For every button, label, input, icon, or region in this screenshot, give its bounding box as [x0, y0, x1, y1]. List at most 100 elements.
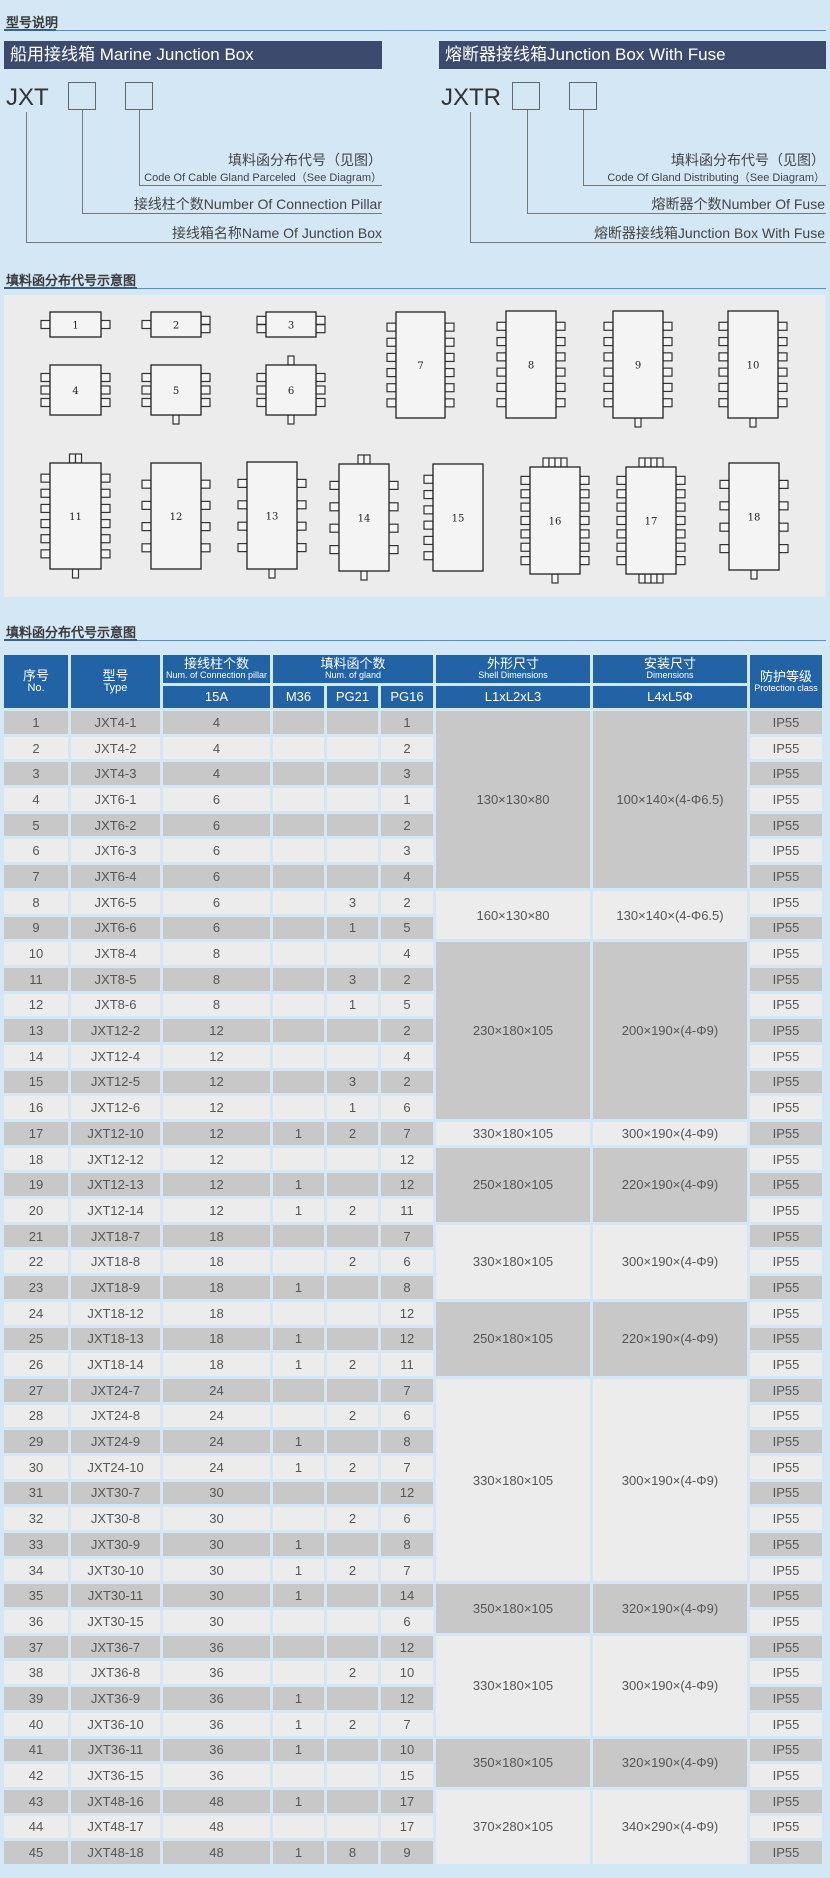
cell-protection: IP55 [750, 1610, 822, 1633]
junction-box-code: 5 [173, 386, 179, 397]
table-row: 44 JXT48-17 48 17 IP55 [4, 1815, 822, 1839]
cell-pg16: 14 [381, 1584, 433, 1608]
gland-port [520, 542, 531, 552]
cell-protection: IP55 [750, 711, 822, 734]
gland-port [100, 372, 111, 383]
junction-box-outline [265, 311, 317, 338]
gland-port [444, 367, 455, 378]
cell-pg16: 7 [381, 1455, 433, 1479]
cell-protection: IP55 [750, 1327, 822, 1351]
cell-pg16: 12 [381, 1301, 433, 1325]
cell-pg21 [327, 1815, 378, 1839]
junction-box-outline [612, 310, 664, 419]
cell-pg21: 2 [327, 1558, 378, 1582]
gland-port [100, 534, 111, 544]
gland-port [237, 500, 248, 510]
junction-box-code: 13 [266, 512, 279, 523]
cell-type: JXT18-8 [71, 1250, 160, 1274]
gland-port [386, 367, 397, 378]
gland-port [496, 367, 507, 377]
cell-pg16: 3 [381, 839, 433, 863]
cell-no: 30 [4, 1455, 68, 1479]
cell-pg21: 3 [327, 1070, 378, 1094]
junction-box-code: 1 [72, 321, 78, 332]
cell-m36 [273, 788, 324, 811]
cell-15a: 8 [163, 967, 270, 991]
cell-15a: 48 [163, 1815, 270, 1839]
gland-port [777, 352, 788, 362]
cell-type: JXT24-8 [71, 1404, 160, 1428]
cell-pg21 [327, 1687, 378, 1710]
gland-port [444, 398, 455, 408]
gland-port [719, 522, 730, 532]
cell-no: 41 [4, 1738, 68, 1762]
cell-type: JXT36-11 [71, 1738, 160, 1762]
gland-port [718, 367, 729, 377]
table-row: 15 JXT12-5 12 3 2 IP55 [4, 1070, 822, 1094]
gland-port [718, 352, 729, 362]
cell-shell-dimensions: 130×130×80 [436, 711, 590, 888]
cell-15a: 6 [163, 916, 270, 940]
gland-port [548, 457, 556, 468]
cell-type: JXT48-17 [71, 1815, 160, 1839]
cell-pg16: 3 [381, 762, 433, 786]
cell-m36: 1 [273, 1173, 324, 1197]
gland-port [520, 515, 531, 526]
cell-15a: 6 [163, 788, 270, 811]
gland-port [329, 480, 340, 490]
header-l1l2l3: L1xL2xL3 [436, 686, 590, 708]
table-row: 1 JXT4-1 4 1 130×130×80 100×140×(4-Φ6.5) IP55 [4, 711, 822, 888]
cell-no: 3 [4, 762, 68, 786]
junction-box-code: 2 [173, 321, 179, 332]
gland-port [777, 382, 788, 393]
gland-port [662, 367, 673, 377]
gland-port [496, 321, 507, 331]
cell-15a: 6 [163, 839, 270, 863]
cell-protection: IP55 [750, 1661, 822, 1685]
gland-port [40, 473, 51, 483]
cell-pg21 [327, 1481, 378, 1505]
header-pg16: PG16 [381, 686, 433, 708]
cell-mount-dimensions: 300×190×(4-Φ9) [593, 1378, 747, 1582]
gland-port [718, 398, 729, 408]
cell-no: 36 [4, 1610, 68, 1633]
cell-pg16: 8 [381, 1430, 433, 1453]
gland-port [520, 556, 531, 566]
cell-pg16: 17 [381, 1789, 433, 1813]
gland-port [662, 398, 673, 408]
cell-pg21: 2 [327, 1712, 378, 1736]
spec-table: 序号 No. 型号 Type 接线柱个数 Num. of Connection pil… [1, 652, 825, 1867]
cell-pg21 [327, 1738, 378, 1762]
cell-protection: IP55 [750, 1687, 822, 1710]
cell-pg21: 2 [327, 1353, 378, 1376]
cell-m36: 1 [273, 1738, 324, 1762]
gland-port [100, 397, 111, 408]
cell-type: JXT36-7 [71, 1635, 160, 1659]
junction-box-outline [395, 311, 446, 419]
cell-no: 9 [4, 916, 68, 940]
gland-port [141, 543, 152, 553]
cell-m36 [273, 813, 324, 837]
gland-port [40, 385, 51, 395]
junction-box-code: 12 [170, 512, 183, 523]
gland-port [388, 480, 399, 490]
gland-port [423, 551, 434, 561]
table-row: 31 JXT30-7 30 12 IP55 [4, 1481, 822, 1505]
junction-box-outline [49, 462, 102, 570]
cell-15a: 8 [163, 993, 270, 1017]
cell-pg21: 3 [327, 890, 378, 914]
table-row: 39 JXT36-9 36 1 12 IP55 [4, 1687, 822, 1710]
junction-box-code: 4 [72, 386, 78, 397]
gland-port [141, 319, 152, 330]
junction-box-outline [265, 364, 317, 416]
cell-type: JXT6-1 [71, 788, 160, 811]
cell-type: JXT24-10 [71, 1455, 160, 1479]
cell-pg21 [327, 1147, 378, 1171]
cell-pg16: 4 [381, 942, 433, 965]
junction-box-outline [727, 310, 779, 419]
gland-port [256, 385, 267, 395]
cell-15a: 30 [163, 1584, 270, 1608]
cell-type: JXT4-1 [71, 711, 160, 734]
gland-port [315, 324, 326, 334]
divider-accent [4, 287, 137, 289]
